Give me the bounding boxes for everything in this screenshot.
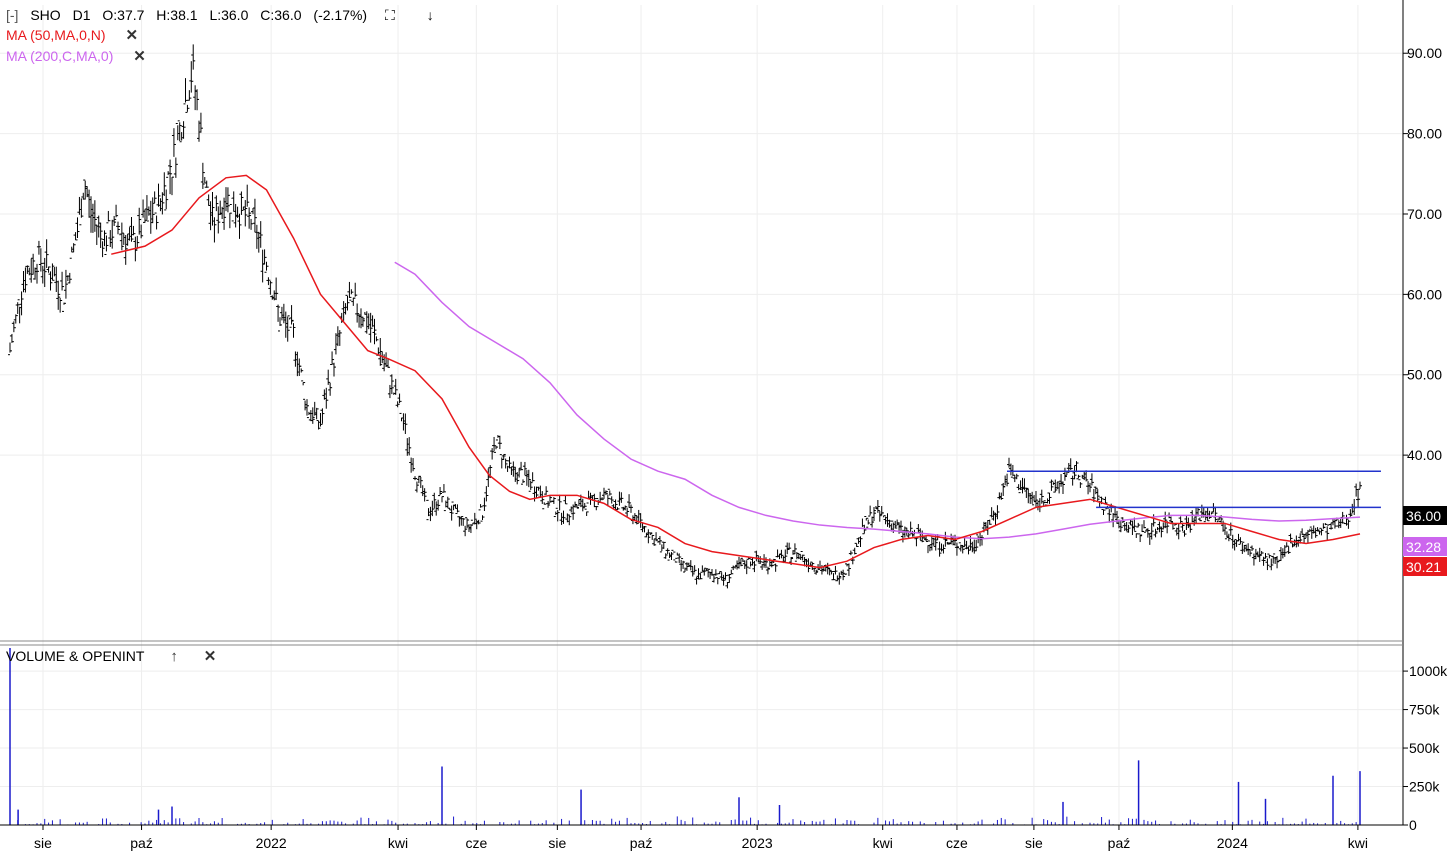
ma50-line (111, 174, 1361, 569)
collapse-button[interactable]: [-] (6, 7, 19, 23)
price-tick-label: 50.00 (1407, 367, 1442, 383)
ma200-label: MA (200,C,MA,0) (6, 48, 114, 64)
interval-label: D1 (72, 7, 91, 23)
expand-icon[interactable]: ⛶ (384, 7, 395, 23)
ma200-tag: 32.28 (1406, 539, 1441, 555)
change-value: (-2.17%) (313, 7, 368, 23)
price-panel[interactable] (8, 44, 1381, 589)
price-tick-label: 70.00 (1407, 206, 1442, 222)
x-tick-label: sie (1025, 835, 1043, 851)
x-tick-label: paź (130, 835, 153, 851)
volume-legend: VOLUME & OPENINT ↑ ✕ (6, 647, 224, 666)
x-tick-label: cze (946, 835, 968, 851)
download-icon[interactable]: ↓ (426, 7, 434, 23)
ma50-tag: 30.21 (1406, 559, 1441, 575)
open-value: O:37.7 (102, 7, 145, 23)
volume-close-icon[interactable]: ✕ (203, 648, 217, 665)
volume-panel[interactable] (9, 648, 1361, 825)
ma50-label: MA (50,MA,0,N) (6, 27, 106, 43)
x-tick-label: cze (465, 835, 487, 851)
price-tick-label: 40.00 (1407, 447, 1442, 463)
high-value: H:38.1 (156, 7, 198, 23)
volume-tick-label: 750k (1409, 702, 1440, 718)
x-tick-label: sie (548, 835, 566, 851)
ma50-close-icon[interactable]: ✕ (125, 27, 139, 44)
ma200-tag-bg (1403, 537, 1447, 556)
symbol-label: SHO (30, 7, 61, 23)
close-value: C:36.0 (260, 7, 302, 23)
x-tick-label: paź (1108, 835, 1131, 851)
ohlc-header: [-] SHO D1 O:37.7 H:38.1 L:36.0 C:36.0 (… (6, 6, 442, 24)
ma50-legend: MA (50,MA,0,N) ✕ (6, 26, 146, 45)
volume-tick-label: 0 (1409, 817, 1417, 833)
x-tick-label: kwi (873, 835, 893, 851)
price-tick-label: 80.00 (1407, 126, 1442, 142)
grid (0, 5, 1403, 826)
volume-tick-label: 1000k (1409, 663, 1448, 679)
ma50-tag-bg (1403, 557, 1447, 576)
x-tick-label: 2024 (1217, 835, 1248, 851)
ma200-legend: MA (200,C,MA,0) ✕ (6, 47, 154, 66)
last-price-tag: 36.00 (1406, 508, 1441, 524)
x-tick-label: sie (34, 835, 52, 851)
last-price-tag-bg (1403, 506, 1447, 525)
price-tick-label: 90.00 (1407, 45, 1442, 61)
x-tick-label: 2023 (742, 835, 773, 851)
x-tick-label: 2022 (256, 835, 287, 851)
volume-tick-label: 500k (1409, 740, 1440, 756)
price-tick-label: 60.00 (1407, 286, 1442, 302)
x-tick-label: paź (630, 835, 653, 851)
x-tick-label: kwi (1348, 835, 1368, 851)
volume-tick-label: 250k (1409, 779, 1440, 795)
ma200-close-icon[interactable]: ✕ (133, 48, 146, 65)
arrow-up-icon[interactable]: ↑ (170, 648, 178, 665)
volume-label: VOLUME & OPENINT (6, 648, 145, 664)
low-value: L:36.0 (209, 7, 249, 23)
ma200-line (394, 261, 1361, 540)
x-tick-label: kwi (388, 835, 408, 851)
